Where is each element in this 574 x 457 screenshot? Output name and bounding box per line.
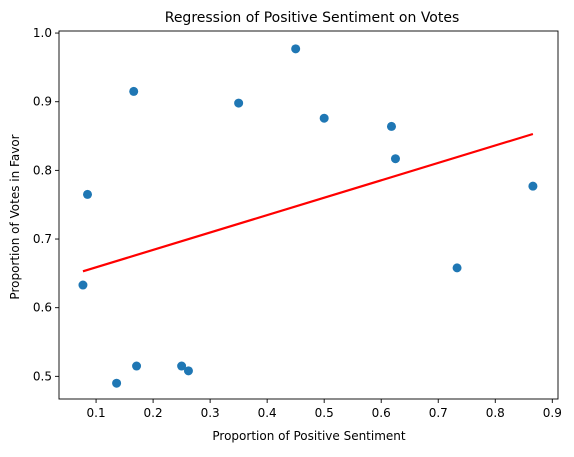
scatter-point-1: [83, 189, 93, 199]
y-tick-label: 0.6: [33, 301, 52, 315]
y-tick-label: 1.0: [33, 26, 52, 40]
regression-line: [82, 132, 534, 273]
x-axis: 0.1 0.2 0.3 0.4 0.5 0.6 0.7 0.8 0.9: [87, 399, 562, 420]
scatter-point-8: [291, 44, 301, 54]
scatter-point-9: [319, 113, 329, 123]
y-tick-label: 0.5: [33, 369, 52, 383]
x-tick-label: 0.3: [201, 406, 220, 420]
chart-title: Regression of Positive Sentiment on Vote…: [165, 10, 460, 26]
scatter-point-12: [452, 263, 462, 273]
x-tick-label: 0.1: [87, 406, 106, 420]
x-tick-label: 0.2: [144, 406, 163, 420]
x-tick-label: 0.5: [315, 406, 334, 420]
y-tick-label: 0.7: [33, 232, 52, 246]
axes-frame: [58, 30, 559, 400]
scatter-point-5: [177, 361, 187, 371]
scatter-point-11: [390, 154, 400, 164]
scatter-point-4: [132, 361, 142, 371]
y-axis: 0.5 0.6 0.7 0.8 0.9 1.0: [33, 26, 59, 383]
scatter-point-13: [528, 181, 538, 191]
scatter-point-0: [78, 280, 88, 290]
x-tick-label: 0.9: [543, 406, 562, 420]
scatter-point-10: [386, 121, 396, 131]
x-tick-label: 0.4: [258, 406, 277, 420]
plot-area: [78, 44, 538, 388]
x-tick-label: 0.7: [429, 406, 448, 420]
y-tick-label: 0.9: [33, 95, 52, 109]
scatter-point-3: [129, 86, 139, 96]
x-tick-label: 0.6: [372, 406, 391, 420]
y-tick-label: 0.8: [33, 163, 52, 177]
x-tick-label: 0.8: [486, 406, 505, 420]
y-axis-label: Proportion of Votes in Favor: [8, 134, 22, 299]
x-axis-label: Proportion of Positive Sentiment: [212, 429, 406, 443]
scatter-point-2: [112, 378, 122, 388]
scatter-point-6: [183, 366, 193, 376]
scatter-point-7: [234, 98, 244, 108]
